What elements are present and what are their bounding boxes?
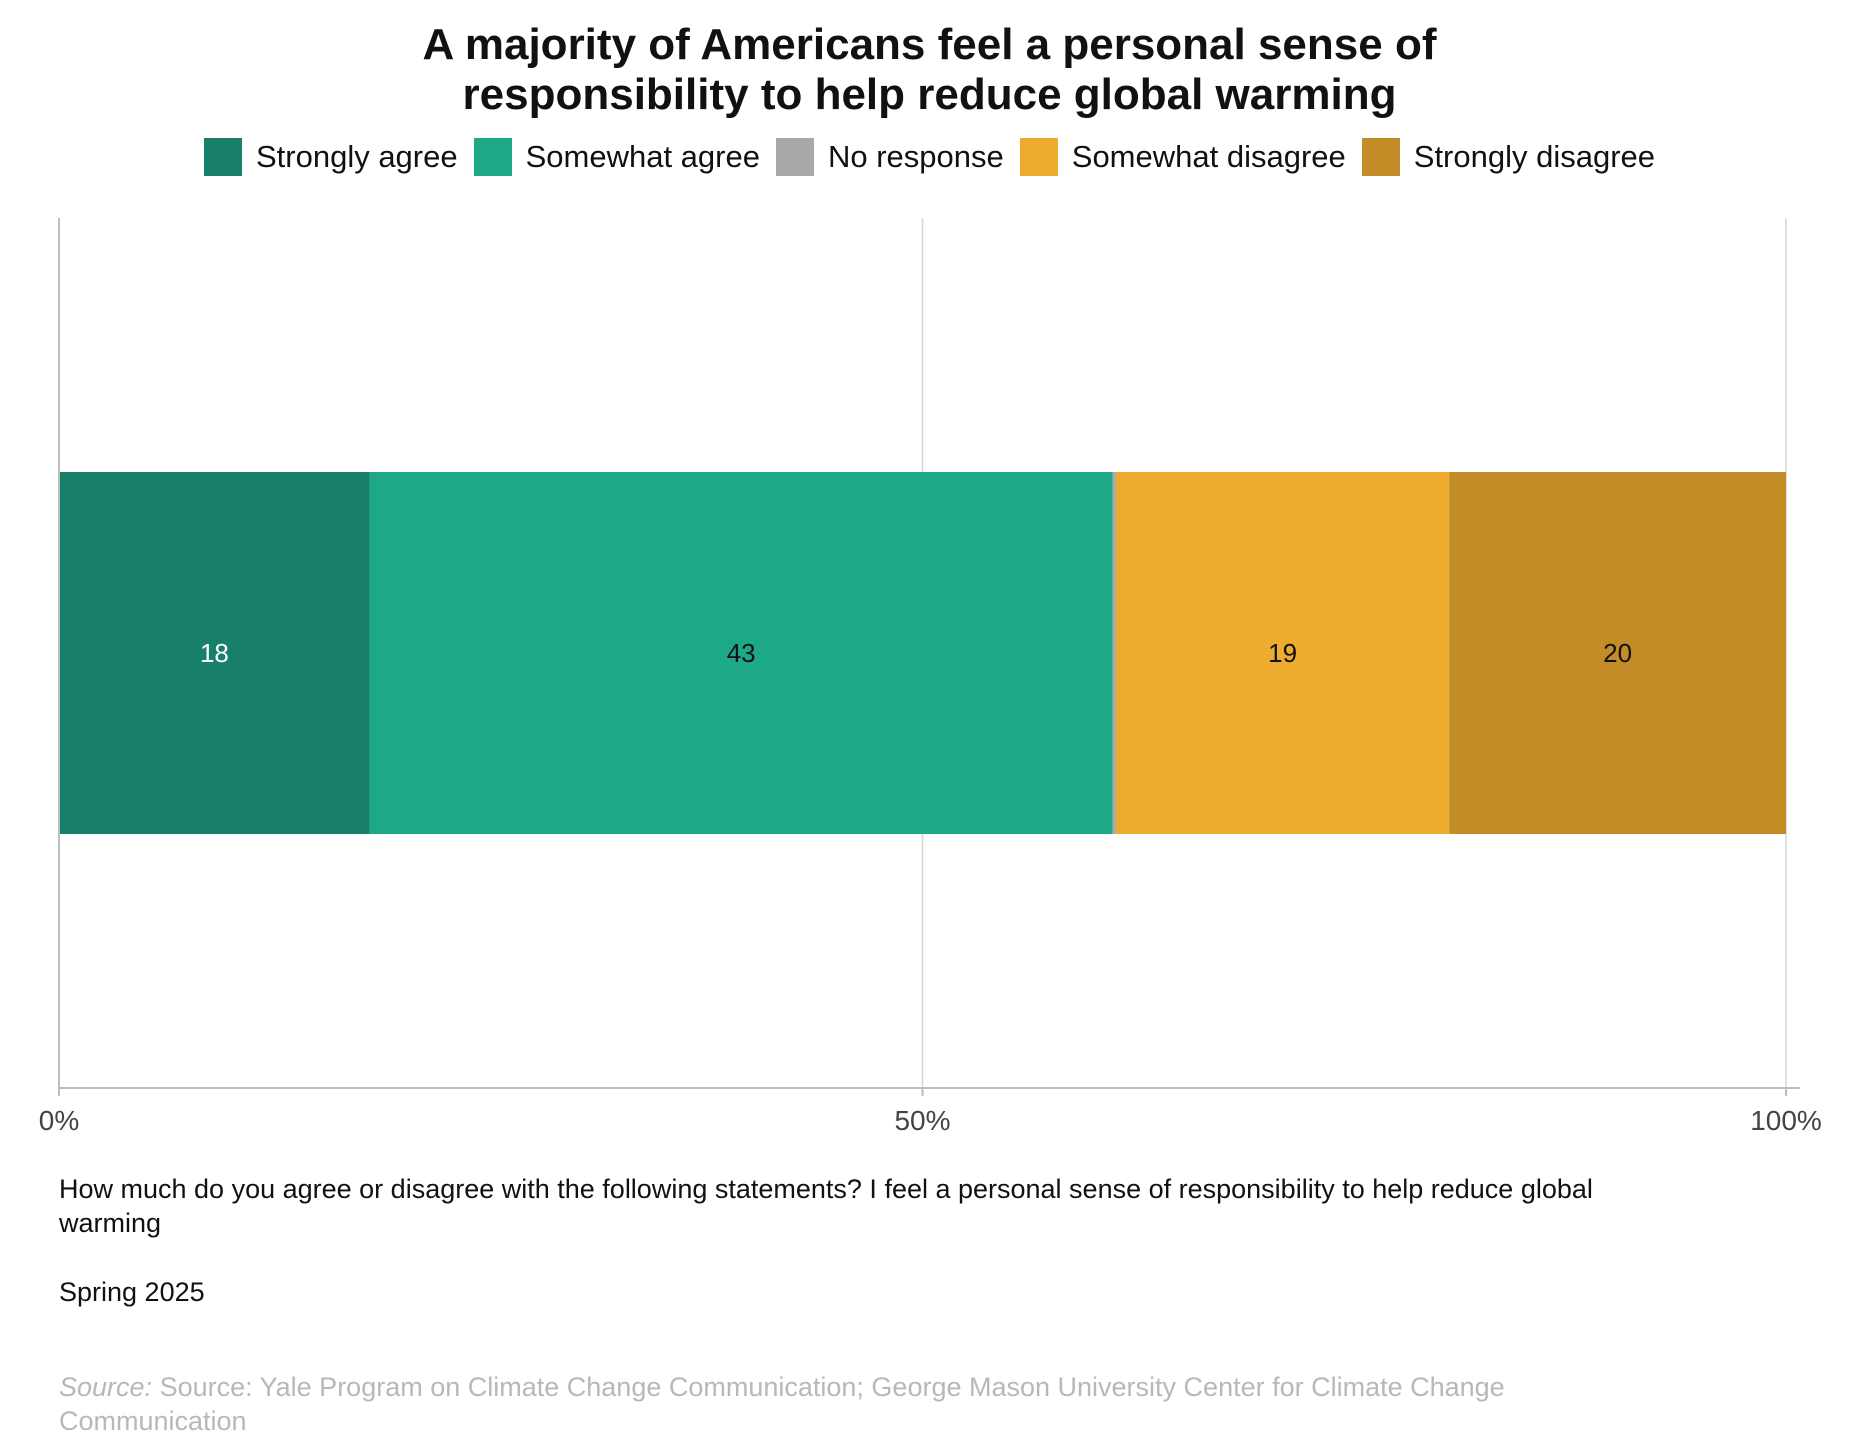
- chart-title-line-2: responsibility to help reduce global war…: [462, 70, 1397, 119]
- legend-swatch-somewhat-agree: [473, 138, 512, 176]
- axis-layer: 0% 50% 100%: [39, 218, 1822, 1136]
- legend-swatch-somewhat-disagree: [1019, 138, 1058, 176]
- source-text: Source: Yale Program on Climate Change C…: [59, 1372, 1505, 1436]
- legend-item-somewhat-disagree: Somewhat disagree: [1019, 138, 1346, 176]
- bar-segment-somewhat-disagree: [1115, 472, 1450, 834]
- source-note: Source: Source: Yale Program on Climate …: [59, 1370, 1639, 1438]
- legend-label-somewhat-disagree: Somewhat disagree: [1071, 139, 1346, 174]
- legend-swatch-strongly-disagree: [1361, 138, 1400, 176]
- data-label-strongly-disagree: 20: [1603, 638, 1632, 668]
- survey-period: Spring 2025: [59, 1277, 205, 1307]
- source-prefix: Source:: [59, 1372, 153, 1402]
- survey-question: How much do you agree or disagree with t…: [59, 1174, 1593, 1238]
- legend-label-strongly-disagree: Strongly disagree: [1413, 139, 1656, 174]
- legend-item-strongly-disagree: Strongly disagree: [1361, 138, 1656, 176]
- data-label-somewhat-agree: 43: [727, 638, 756, 668]
- legend-item-somewhat-agree: Somewhat agree: [473, 138, 760, 176]
- legend-item-no-response: No response: [775, 138, 1004, 176]
- legend-label-strongly-agree: Strongly agree: [255, 139, 458, 174]
- legend-swatch-strongly-agree: [203, 138, 242, 176]
- legend-label-somewhat-agree: Somewhat agree: [525, 139, 760, 174]
- data-label-somewhat-disagree: 19: [1268, 638, 1297, 668]
- bar-segment-somewhat-agree: [369, 472, 1113, 834]
- bar-layer: 18 43 19 20: [59, 472, 1786, 834]
- bar-segment-strongly-agree: [59, 472, 370, 834]
- legend-item-strongly-agree: Strongly agree: [203, 138, 458, 176]
- x-tick-label-1: 50%: [894, 1105, 950, 1136]
- x-tick-label-0: 0%: [39, 1105, 79, 1136]
- x-tick-label-2: 100%: [1750, 1105, 1822, 1136]
- bar-segment-strongly-disagree: [1449, 472, 1786, 834]
- stacked-bar-chart: 18 43 19 20 0% 50% 100%: [39, 218, 1822, 1136]
- bar-segment-no-response: [1112, 472, 1116, 834]
- chart-title: A majority of Americans feel a personal …: [0, 20, 1859, 120]
- chart-legend: Strongly agree Somewhat agree No respons…: [0, 138, 1859, 176]
- legend-label-no-response: No response: [827, 139, 1004, 174]
- legend-swatch-no-response: [775, 138, 814, 176]
- data-label-strongly-agree: 18: [200, 638, 229, 668]
- chart-title-line-1: A majority of Americans feel a personal …: [422, 20, 1437, 69]
